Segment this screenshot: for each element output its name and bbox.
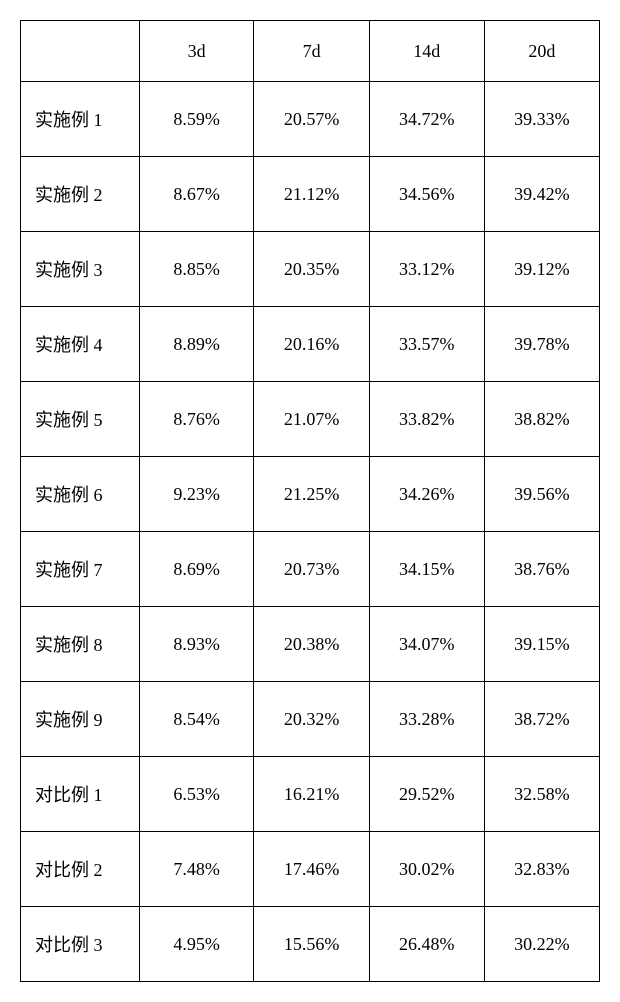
cell-value: 6.53% xyxy=(139,757,254,832)
row-label: 实施例 7 xyxy=(21,532,140,607)
cell-value: 32.83% xyxy=(484,832,599,907)
cell-value: 8.59% xyxy=(139,82,254,157)
cell-value: 20.73% xyxy=(254,532,369,607)
col-header-7d: 7d xyxy=(254,21,369,82)
cell-value: 34.26% xyxy=(369,457,484,532)
row-label: 对比例 3 xyxy=(21,907,140,982)
cell-value: 32.58% xyxy=(484,757,599,832)
table-row: 实施例 3 8.85% 20.35% 33.12% 39.12% xyxy=(21,232,600,307)
table-row: 实施例 1 8.59% 20.57% 34.72% 39.33% xyxy=(21,82,600,157)
table-row: 实施例 2 8.67% 21.12% 34.56% 39.42% xyxy=(21,157,600,232)
row-label: 实施例 3 xyxy=(21,232,140,307)
cell-value: 20.38% xyxy=(254,607,369,682)
table-row: 实施例 8 8.93% 20.38% 34.07% 39.15% xyxy=(21,607,600,682)
row-label: 实施例 5 xyxy=(21,382,140,457)
cell-value: 34.15% xyxy=(369,532,484,607)
cell-value: 9.23% xyxy=(139,457,254,532)
cell-value: 8.93% xyxy=(139,607,254,682)
cell-value: 8.89% xyxy=(139,307,254,382)
cell-value: 15.56% xyxy=(254,907,369,982)
table-row: 对比例 3 4.95% 15.56% 26.48% 30.22% xyxy=(21,907,600,982)
data-table: 3d 7d 14d 20d 实施例 1 8.59% 20.57% 34.72% … xyxy=(20,20,600,982)
cell-value: 39.78% xyxy=(484,307,599,382)
cell-value: 34.07% xyxy=(369,607,484,682)
row-label: 对比例 2 xyxy=(21,832,140,907)
row-label: 实施例 6 xyxy=(21,457,140,532)
row-label: 实施例 2 xyxy=(21,157,140,232)
cell-value: 20.16% xyxy=(254,307,369,382)
cell-value: 7.48% xyxy=(139,832,254,907)
row-label: 对比例 1 xyxy=(21,757,140,832)
cell-value: 8.76% xyxy=(139,382,254,457)
cell-value: 29.52% xyxy=(369,757,484,832)
cell-value: 16.21% xyxy=(254,757,369,832)
table-header-row: 3d 7d 14d 20d xyxy=(21,21,600,82)
cell-value: 39.42% xyxy=(484,157,599,232)
table-row: 实施例 5 8.76% 21.07% 33.82% 38.82% xyxy=(21,382,600,457)
cell-value: 21.12% xyxy=(254,157,369,232)
cell-value: 20.57% xyxy=(254,82,369,157)
table-row: 对比例 2 7.48% 17.46% 30.02% 32.83% xyxy=(21,832,600,907)
col-header-14d: 14d xyxy=(369,21,484,82)
cell-value: 34.72% xyxy=(369,82,484,157)
table-row: 实施例 4 8.89% 20.16% 33.57% 39.78% xyxy=(21,307,600,382)
cell-value: 33.57% xyxy=(369,307,484,382)
row-label: 实施例 8 xyxy=(21,607,140,682)
cell-value: 20.32% xyxy=(254,682,369,757)
cell-value: 33.28% xyxy=(369,682,484,757)
table-row: 对比例 1 6.53% 16.21% 29.52% 32.58% xyxy=(21,757,600,832)
cell-value: 26.48% xyxy=(369,907,484,982)
cell-value: 21.07% xyxy=(254,382,369,457)
cell-value: 38.72% xyxy=(484,682,599,757)
col-header-blank xyxy=(21,21,140,82)
cell-value: 30.22% xyxy=(484,907,599,982)
cell-value: 39.56% xyxy=(484,457,599,532)
cell-value: 20.35% xyxy=(254,232,369,307)
cell-value: 34.56% xyxy=(369,157,484,232)
cell-value: 39.15% xyxy=(484,607,599,682)
cell-value: 33.12% xyxy=(369,232,484,307)
cell-value: 8.54% xyxy=(139,682,254,757)
cell-value: 8.85% xyxy=(139,232,254,307)
cell-value: 33.82% xyxy=(369,382,484,457)
cell-value: 38.76% xyxy=(484,532,599,607)
cell-value: 8.67% xyxy=(139,157,254,232)
cell-value: 8.69% xyxy=(139,532,254,607)
table-row: 实施例 7 8.69% 20.73% 34.15% 38.76% xyxy=(21,532,600,607)
row-label: 实施例 1 xyxy=(21,82,140,157)
cell-value: 38.82% xyxy=(484,382,599,457)
cell-value: 39.33% xyxy=(484,82,599,157)
cell-value: 30.02% xyxy=(369,832,484,907)
row-label: 实施例 4 xyxy=(21,307,140,382)
table-row: 实施例 6 9.23% 21.25% 34.26% 39.56% xyxy=(21,457,600,532)
row-label: 实施例 9 xyxy=(21,682,140,757)
cell-value: 21.25% xyxy=(254,457,369,532)
col-header-20d: 20d xyxy=(484,21,599,82)
table-row: 实施例 9 8.54% 20.32% 33.28% 38.72% xyxy=(21,682,600,757)
col-header-3d: 3d xyxy=(139,21,254,82)
cell-value: 39.12% xyxy=(484,232,599,307)
cell-value: 17.46% xyxy=(254,832,369,907)
cell-value: 4.95% xyxy=(139,907,254,982)
